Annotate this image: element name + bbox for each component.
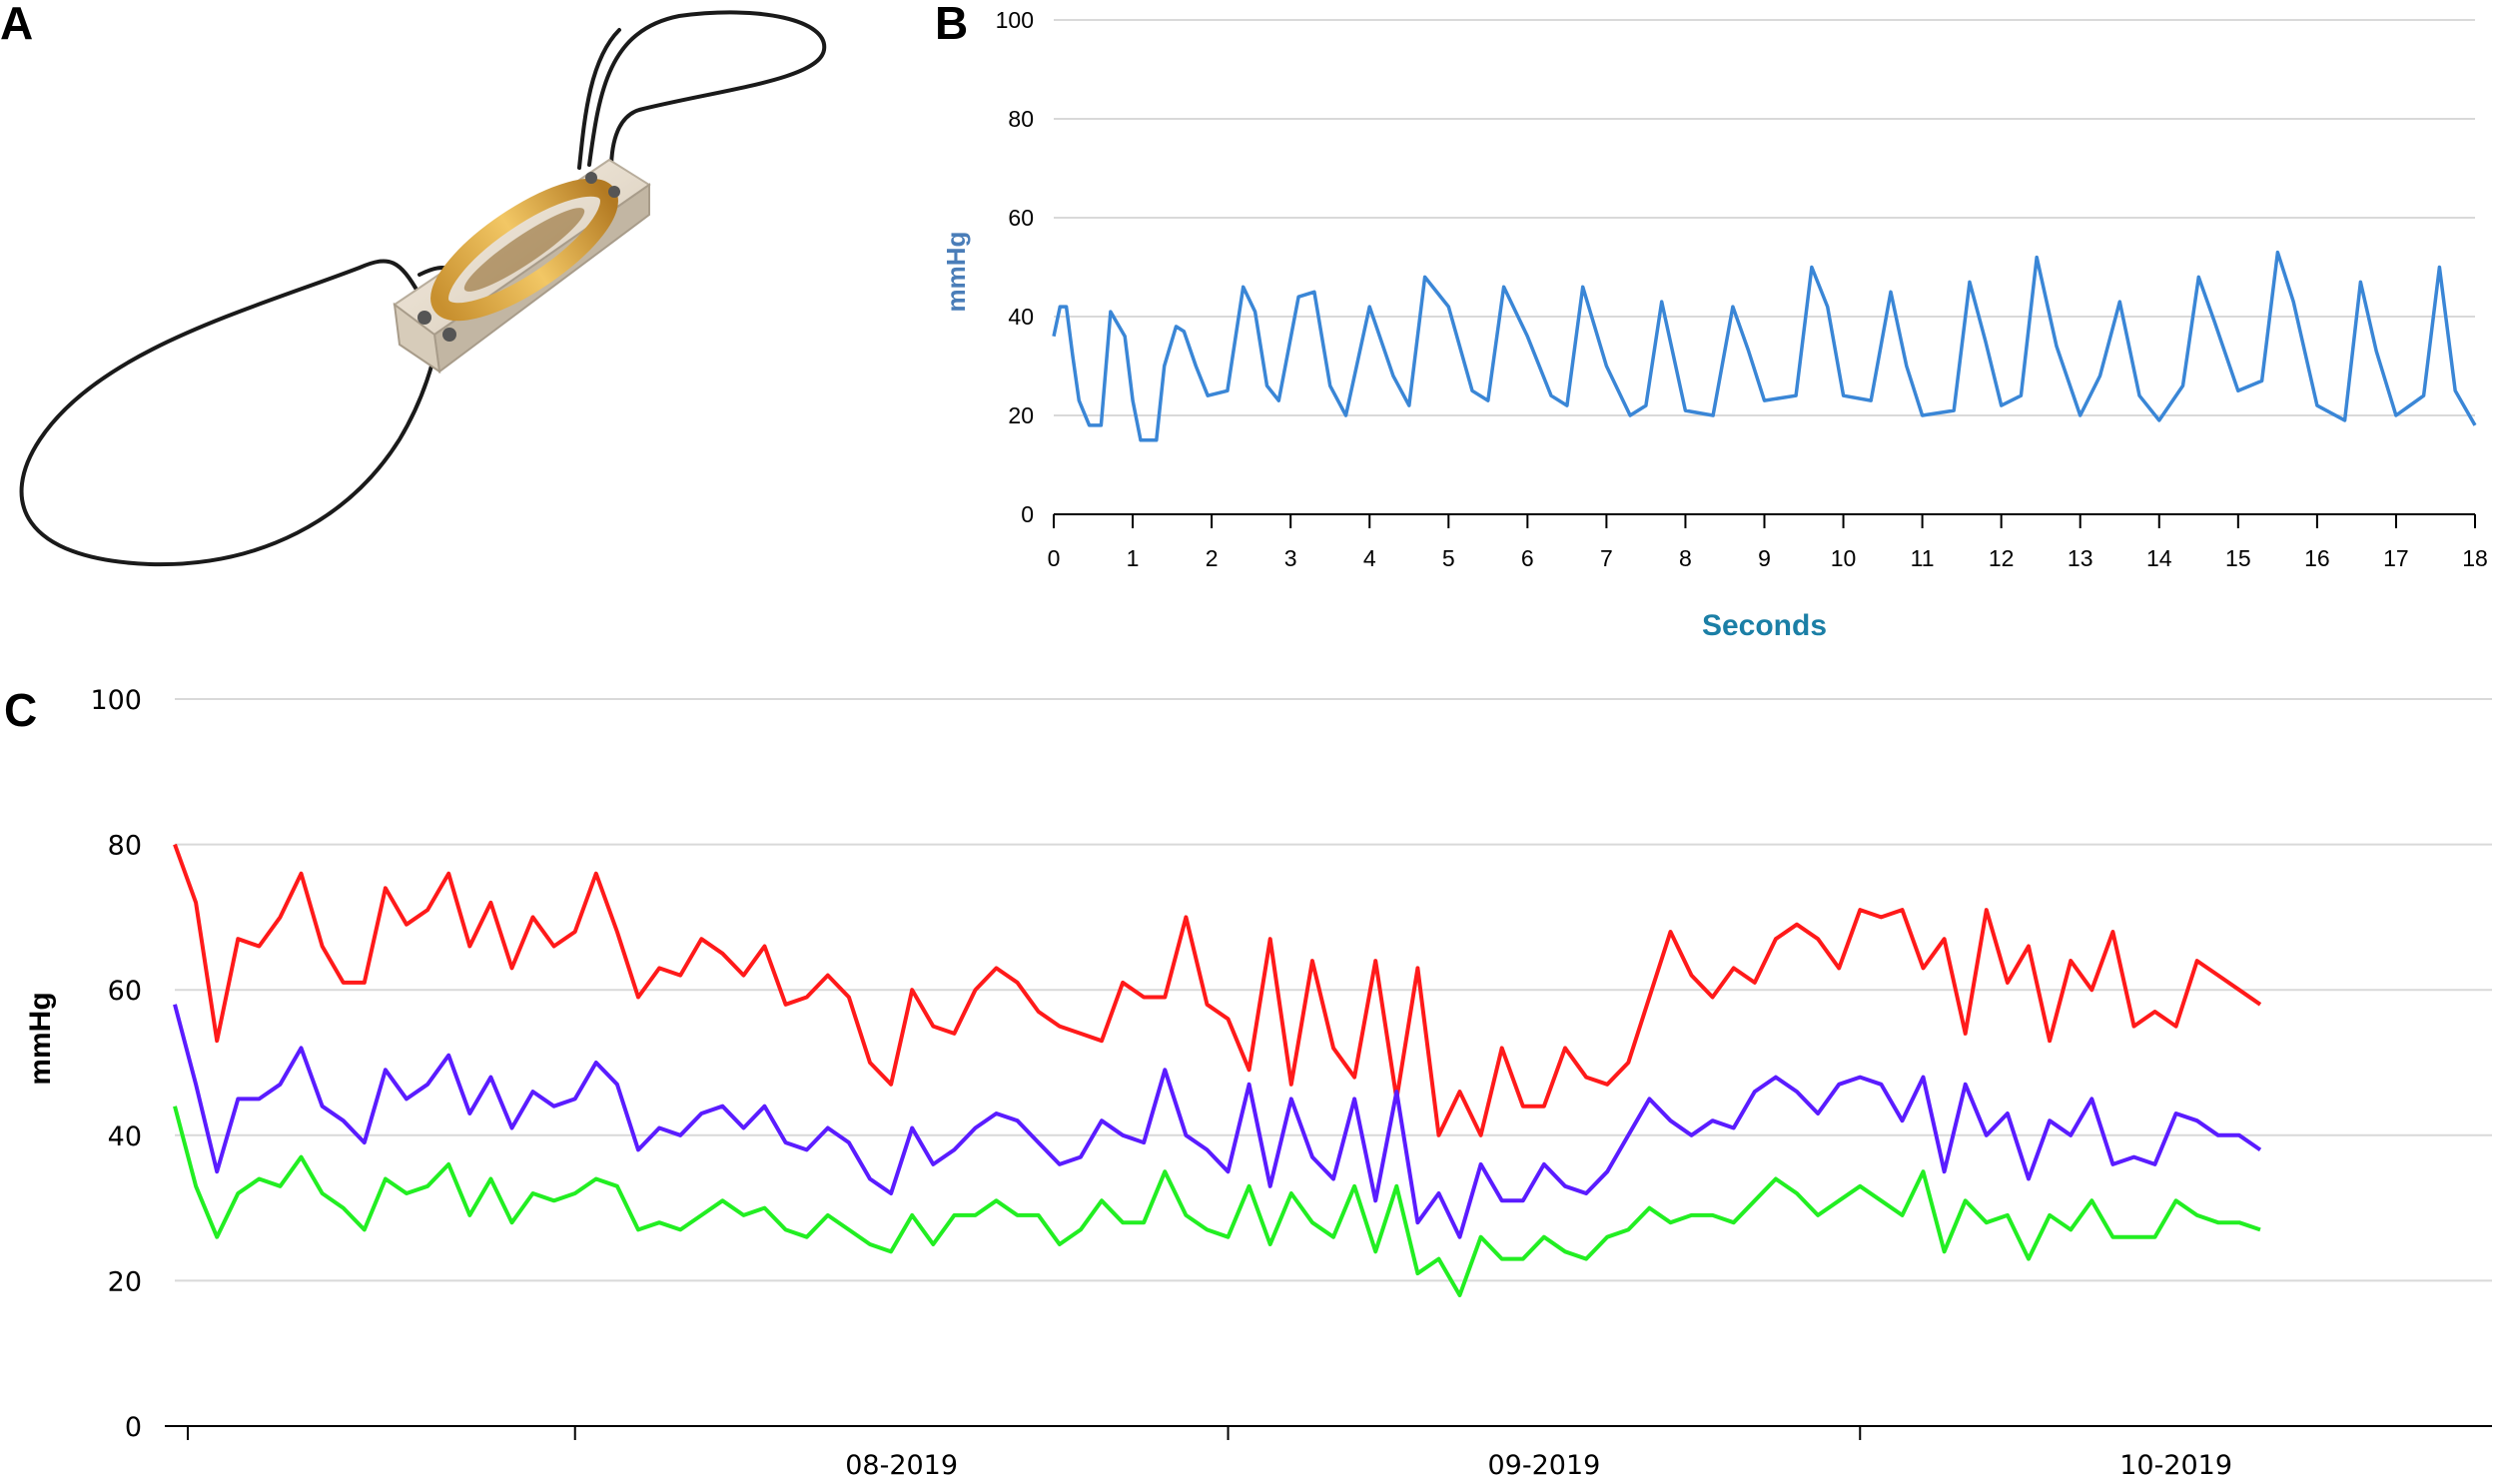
y-tick-label-c: 100 <box>90 685 142 716</box>
x-tick-label-c: 08-2019 <box>845 1450 958 1481</box>
systolic-pressure-line <box>173 843 2262 1137</box>
x-tick-label-b: 10 <box>1831 545 1857 571</box>
x-tick-label-c: 09-2019 <box>1488 1450 1601 1481</box>
y-tick-label-b: 100 <box>996 7 1034 33</box>
x-tick-label-b: 15 <box>2225 545 2251 571</box>
x-tick-label-b: 7 <box>1600 545 1613 571</box>
x-tick-label-b: 5 <box>1442 545 1455 571</box>
x-tick-label-b: 8 <box>1679 545 1692 571</box>
mean-pressure-line <box>173 1004 2262 1239</box>
y-axis-label-c: mmHg <box>24 992 57 1085</box>
diastolic-pressure-line <box>173 1106 2261 1297</box>
x-tick-label-b: 11 <box>1911 545 1935 571</box>
x-tick-label-b: 4 <box>1363 545 1376 571</box>
x-tick-label-b: 13 <box>2068 545 2093 571</box>
y-tick-label-c: 40 <box>108 1121 142 1152</box>
panel-b-letter: B <box>935 0 969 49</box>
x-tick-label-b: 6 <box>1521 545 1534 571</box>
y-tick-label-c: 0 <box>125 1412 142 1443</box>
x-tick-label-b: 0 <box>1048 545 1061 571</box>
y-tick-label-b: 40 <box>1008 304 1034 330</box>
y-tick-label-b: 80 <box>1008 106 1034 132</box>
y-tick-label-b: 20 <box>1008 402 1034 428</box>
panel-c-letter: C <box>4 684 38 736</box>
pressure-waveform-line <box>1052 250 2477 442</box>
y-tick-label-c: 20 <box>108 1266 142 1297</box>
panel-a-letter: A <box>0 0 34 49</box>
x-tick-label-c: 10-2019 <box>2119 1450 2232 1481</box>
x-tick-label-b: 17 <box>2383 545 2409 571</box>
x-tick-label-b: 18 <box>2462 545 2488 571</box>
x-tick-label-b: 3 <box>1284 545 1297 571</box>
x-tick-label-b: 9 <box>1758 545 1771 571</box>
y-axis-label-b: mmHg <box>941 232 971 313</box>
y-tick-label-c: 80 <box>108 831 142 862</box>
x-tick-label-b: 14 <box>2146 545 2172 571</box>
y-tick-label-b: 0 <box>1021 501 1034 527</box>
x-tick-label-b: 12 <box>1989 545 2015 571</box>
x-axis-label-b: Seconds <box>1702 609 1827 642</box>
y-tick-label-b: 60 <box>1008 205 1034 231</box>
x-tick-label-b: 1 <box>1127 545 1140 571</box>
y-tick-label-c: 60 <box>108 976 142 1007</box>
x-tick-label-b: 2 <box>1206 545 1219 571</box>
x-tick-label-b: 16 <box>2304 545 2330 571</box>
